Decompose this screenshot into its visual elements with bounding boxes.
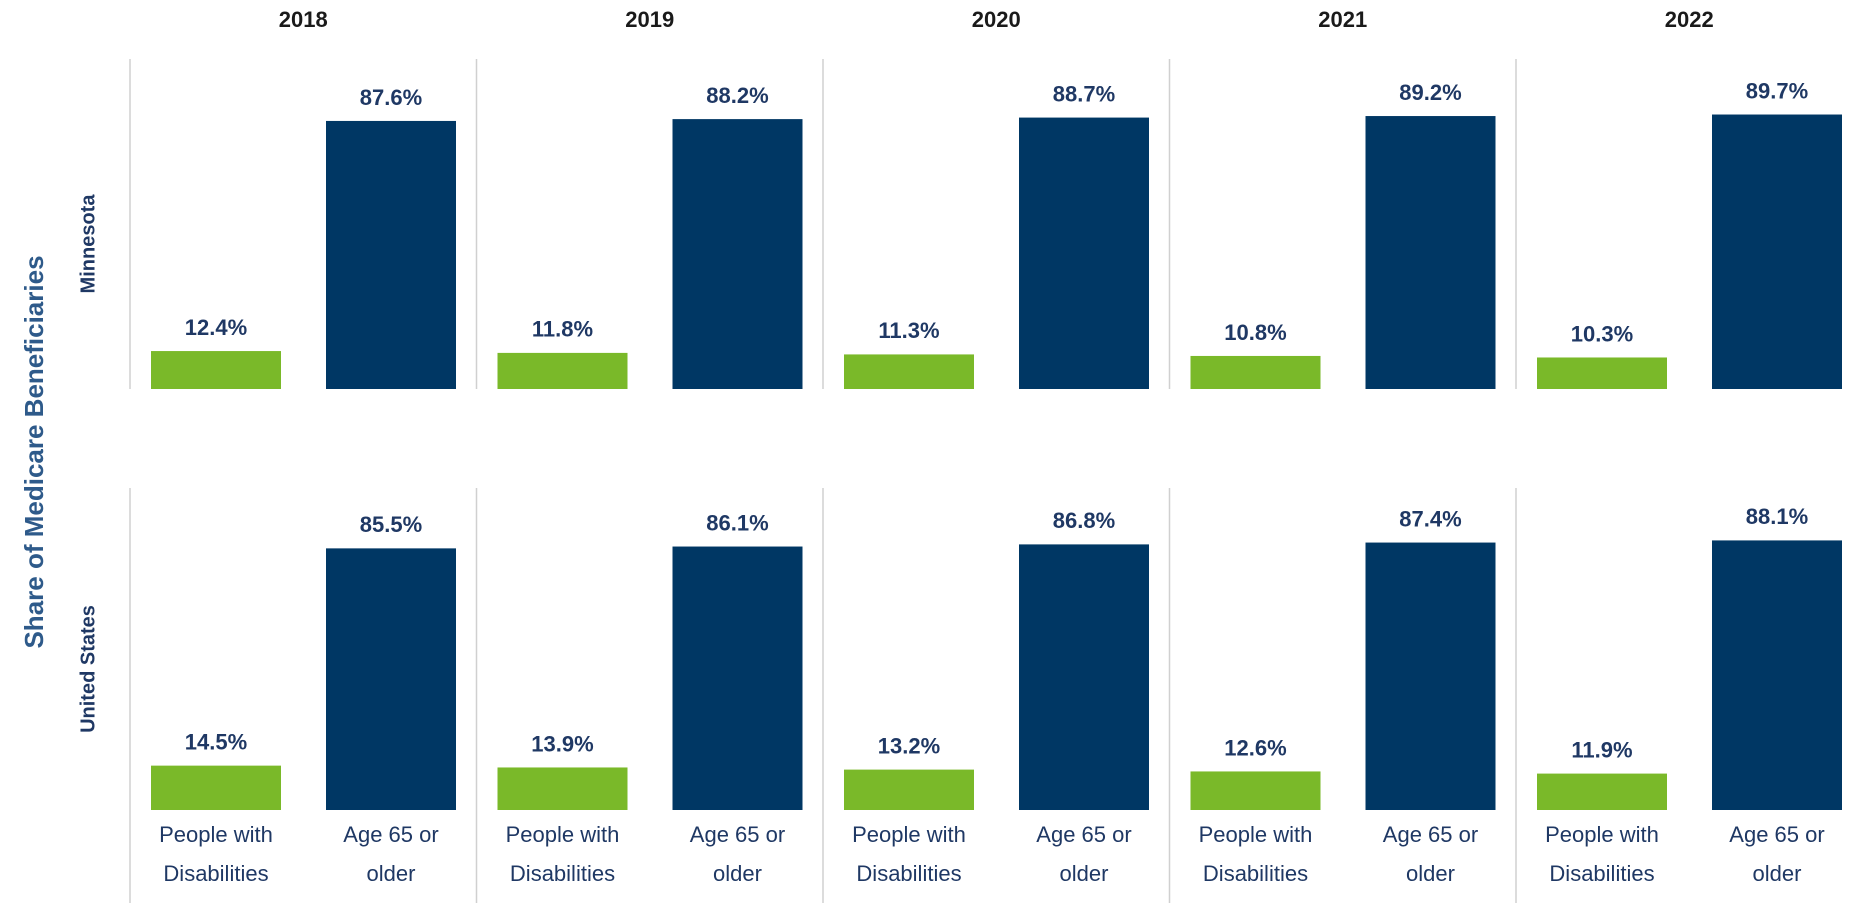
category-label: Age 65 or older <box>1383 822 1478 886</box>
category-label: Age 65 or older <box>1729 822 1824 886</box>
data-label: 10.3% <box>1571 321 1633 346</box>
bar <box>1190 355 1321 389</box>
category-label-line: Disabilities <box>1203 861 1308 886</box>
data-label: 12.4% <box>185 315 247 340</box>
bar <box>1190 771 1321 810</box>
data-label: 88.2% <box>706 83 768 108</box>
y-axis-title: Share of Medicare Beneficiaries <box>19 255 49 648</box>
data-label: 88.1% <box>1746 504 1808 529</box>
category-label-line: Disabilities <box>510 861 615 886</box>
category-label: People with Disabilities <box>1545 822 1659 886</box>
category-label-line: People with <box>506 822 620 847</box>
data-label: 89.2% <box>1399 80 1461 105</box>
category-label-line: People with <box>852 822 966 847</box>
bar <box>151 765 281 810</box>
data-label: 86.8% <box>1053 508 1115 533</box>
category-label-line: older <box>1060 861 1109 886</box>
category-label: People with Disabilities <box>1199 822 1313 886</box>
data-label: 88.7% <box>1053 81 1115 106</box>
data-label: 87.6% <box>360 85 422 110</box>
row-title: Minnesota <box>77 194 99 294</box>
category-label-line: Age 65 or <box>1383 822 1478 847</box>
category-label: Age 65 or older <box>690 822 785 886</box>
bar <box>1712 540 1842 810</box>
data-label: 11.9% <box>1571 737 1632 762</box>
category-label-line: Age 65 or <box>690 822 785 847</box>
category-label-line: Disabilities <box>856 861 961 886</box>
bar <box>672 119 803 389</box>
column-title: 2018 <box>279 7 328 32</box>
bar <box>844 354 974 389</box>
category-label: Age 65 or older <box>1036 822 1131 886</box>
bar <box>672 546 803 810</box>
category-label: People with Disabilities <box>159 822 273 886</box>
data-label: 11.8% <box>532 317 593 342</box>
bar <box>326 548 456 810</box>
category-label: People with Disabilities <box>852 822 966 886</box>
category-label-line: Disabilities <box>163 861 268 886</box>
category-label-line: older <box>367 861 416 886</box>
bar <box>844 769 974 810</box>
bar <box>1712 114 1842 389</box>
column-title: 2020 <box>972 7 1021 32</box>
bar <box>497 352 628 389</box>
category-label-line: Disabilities <box>1549 861 1654 886</box>
bar <box>1537 357 1667 389</box>
data-label: 87.4% <box>1399 506 1461 531</box>
category-label-line: older <box>1753 861 1802 886</box>
category-label-line: People with <box>1545 822 1659 847</box>
bar <box>1537 773 1667 810</box>
column-title: 2021 <box>1318 7 1367 32</box>
category-label-line: Age 65 or <box>1729 822 1824 847</box>
data-label: 86.1% <box>706 510 768 535</box>
category-label-line: People with <box>159 822 273 847</box>
category-label-line: People with <box>1199 822 1313 847</box>
data-label: 85.5% <box>360 512 422 537</box>
data-label: 11.3% <box>878 318 939 343</box>
category-label: Age 65 or older <box>343 822 438 886</box>
bar <box>497 767 628 810</box>
bar <box>326 120 456 389</box>
bar <box>1365 116 1496 389</box>
data-label: 13.9% <box>531 731 593 756</box>
data-label: 14.5% <box>185 729 247 754</box>
bar <box>1019 544 1149 810</box>
data-label: 10.8% <box>1224 320 1286 345</box>
data-label: 13.2% <box>878 733 940 758</box>
data-label: 12.6% <box>1224 735 1286 760</box>
bar <box>151 351 281 389</box>
column-title: 2019 <box>625 7 674 32</box>
row-title: United States <box>77 605 99 733</box>
category-label: People with Disabilities <box>506 822 620 886</box>
category-label-line: older <box>713 861 762 886</box>
bar <box>1019 117 1149 389</box>
column-title: 2022 <box>1665 7 1714 32</box>
category-label-line: Age 65 or <box>1036 822 1131 847</box>
category-label-line: Age 65 or <box>343 822 438 847</box>
category-label-line: older <box>1406 861 1455 886</box>
data-label: 89.7% <box>1746 78 1808 103</box>
bar <box>1365 542 1496 810</box>
